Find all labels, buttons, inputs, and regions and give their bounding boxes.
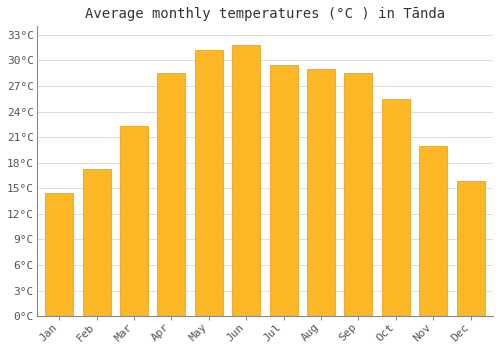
Bar — [120, 126, 148, 316]
Title: Average monthly temperatures (°C ) in Tānda: Average monthly temperatures (°C ) in Tā… — [85, 7, 445, 21]
Bar — [456, 181, 484, 316]
Bar — [382, 99, 410, 316]
Bar — [419, 146, 447, 316]
Bar — [195, 50, 223, 316]
Bar — [158, 73, 186, 316]
Bar — [307, 69, 335, 316]
Bar — [45, 193, 73, 316]
Bar — [82, 169, 110, 316]
Bar — [270, 65, 297, 316]
Bar — [344, 73, 372, 316]
Bar — [232, 45, 260, 316]
